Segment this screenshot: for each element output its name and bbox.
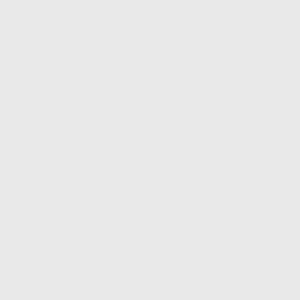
Text: loading: loading xyxy=(150,139,201,153)
